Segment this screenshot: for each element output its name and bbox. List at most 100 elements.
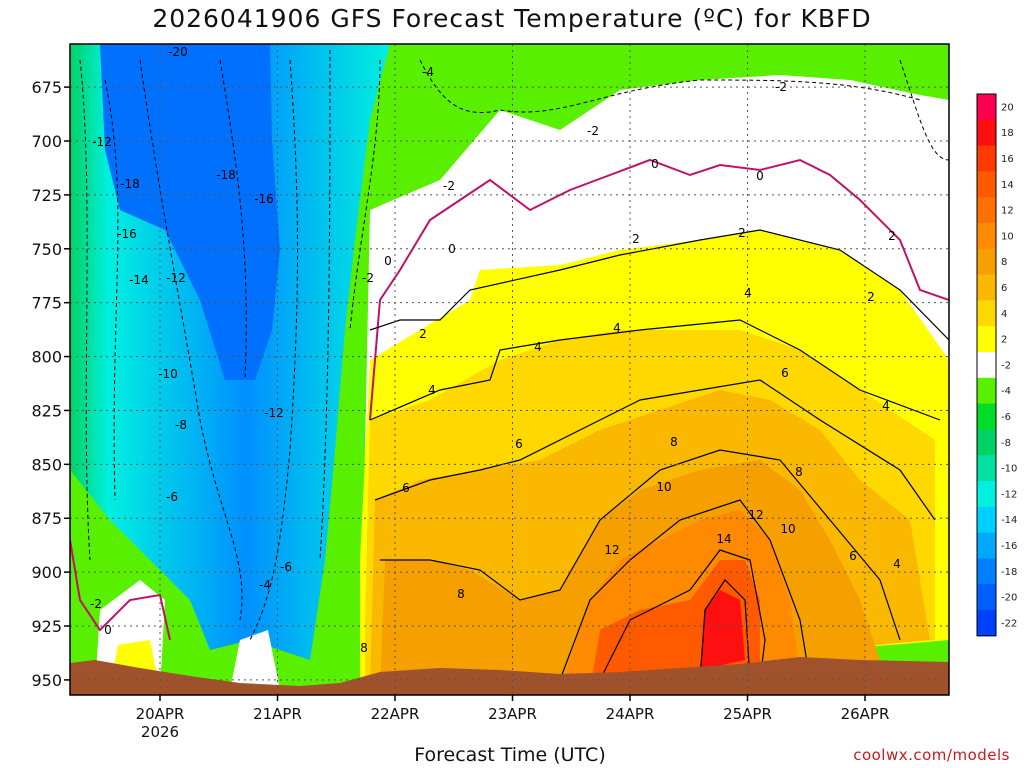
contour-label: -4	[422, 65, 434, 79]
colorbar-segment	[977, 223, 996, 250]
colorbar-tick-label: 16	[1001, 154, 1014, 165]
contour-label: -12	[264, 406, 284, 420]
colorbar-tick-label: -20	[1001, 593, 1017, 604]
colorbar-tick-label: -8	[1001, 438, 1011, 449]
colorbar-tick-label: 14	[1001, 180, 1014, 191]
contour-label: 0	[448, 242, 456, 256]
contour-label: 0	[104, 623, 112, 637]
colorbar-segment	[977, 248, 996, 276]
contour-label: -16	[254, 192, 274, 206]
contour-label: 2	[419, 327, 427, 341]
colorbar-segment	[977, 171, 996, 198]
contour-label: 6	[781, 366, 789, 380]
x-axis: 20APR 21APR 22APR 23APR 24APR 25APR 26APR 2026	[136, 695, 889, 741]
colorbar-segment	[977, 429, 996, 456]
colorbar-segment	[977, 610, 996, 637]
plot-frame	[69, 43, 950, 696]
contour-label: 4	[428, 383, 436, 397]
contour-label: 6	[849, 549, 857, 563]
contour-label: 0	[384, 254, 392, 268]
zero-contour	[70, 539, 171, 641]
colorbar-tick-label: 18	[1001, 128, 1014, 139]
contour-label: 4	[744, 286, 752, 300]
contour-label: 8	[457, 587, 465, 601]
colorbar-tick-label: 8	[1001, 257, 1007, 268]
y-axis: 675 700 725 750 775 800 825 850 875 900 925 950	[31, 78, 70, 690]
colorbar-tick-label: 10	[1001, 231, 1014, 242]
contour-label: 0	[756, 169, 764, 183]
contour-label: 12	[748, 508, 763, 522]
contour-label: -4	[259, 578, 271, 592]
contour-line	[559, 499, 811, 681]
x-tick-label: 20APR	[136, 705, 185, 723]
contour-label: 4	[613, 321, 621, 335]
colorbar-tick-label: 6	[1001, 283, 1007, 294]
contour-labels: -20-18-18-16-16-14 -12-12-12-10-8-6-6-4-4…	[90, 45, 901, 655]
contour-label: 4	[893, 557, 901, 571]
contour-label: 2	[632, 232, 640, 246]
contour-label: 8	[360, 641, 368, 655]
contour-label: 12	[604, 543, 619, 557]
x-tick-label: 23APR	[488, 705, 537, 723]
contour-line	[369, 319, 941, 421]
colorbar: 20 18 16 14 12 10 8 6 4 2 -2 -4 -6 -8 -10 -12 -14 -16 -18 -…	[976, 93, 1017, 637]
contour-label: 10	[780, 522, 795, 536]
contour-line	[319, 49, 331, 561]
contour-label: -6	[166, 490, 178, 504]
contour-label: -14	[129, 273, 149, 287]
temperature-field	[70, 44, 949, 695]
contour-line	[104, 79, 119, 501]
colorbar-segment	[977, 300, 996, 327]
x-tick-label: 22APR	[371, 705, 420, 723]
contour-label: 2	[867, 290, 875, 304]
contour-label: -2	[587, 124, 599, 138]
colorbar-segment	[977, 481, 996, 508]
terrain	[70, 657, 949, 695]
contour-label: 6	[402, 481, 410, 495]
colorbar-tick-label: 20	[1001, 102, 1014, 113]
colorbar-tick-label: 4	[1001, 309, 1007, 320]
colorbar-tick-label: -4	[1001, 386, 1011, 397]
contour-label: 10	[656, 480, 671, 494]
contour-label: 6	[515, 437, 523, 451]
x-tick-label: 24APR	[606, 705, 655, 723]
contour-label: -6	[280, 560, 292, 574]
deep-cold-core	[100, 44, 280, 380]
colorbar-tick-label: -2	[1001, 360, 1011, 371]
y-tick-label: 825	[31, 401, 62, 420]
zero-contour	[369, 158, 949, 421]
contour-label: -12	[92, 135, 112, 149]
x-tick-label: 25APR	[723, 705, 772, 723]
contour-label: 0	[651, 157, 659, 171]
colorbar-segment	[977, 377, 996, 405]
y-tick-label: 675	[31, 78, 62, 97]
colorbar-segment	[977, 403, 996, 430]
contour-label: -20	[168, 45, 188, 59]
y-tick-label: 900	[31, 563, 62, 582]
contour-label: -8	[175, 418, 187, 432]
contour-label: 2	[738, 226, 746, 240]
chart-title: 2026041906 GFS Forecast Temperature (ºC)…	[152, 4, 872, 33]
contour-label: -2	[443, 179, 455, 193]
colorbar-tick-label: -16	[1001, 541, 1017, 552]
colorbar-segment	[977, 506, 996, 534]
colorbar-segment	[977, 119, 996, 147]
y-tick-label: 725	[31, 186, 62, 205]
contour-line	[249, 59, 298, 641]
contour-label: -18	[216, 168, 236, 182]
contour-line	[349, 59, 381, 331]
contour-line	[419, 59, 921, 114]
colorbar-segment	[977, 145, 996, 172]
contour-label: 4	[882, 399, 890, 413]
contour-label: 8	[795, 465, 803, 479]
y-tick-label: 775	[31, 294, 62, 313]
contour-line	[899, 59, 949, 161]
colorbar-tick-label: -14	[1001, 515, 1017, 526]
x-axis-label: Forecast Time (UTC)	[414, 744, 606, 766]
contour-line	[374, 379, 936, 521]
colorbar-segment	[977, 274, 996, 301]
contour-label: -2	[775, 80, 787, 94]
colorbar-tick-label: -22	[1001, 618, 1017, 629]
colorbar-tick-label: -6	[1001, 412, 1011, 423]
